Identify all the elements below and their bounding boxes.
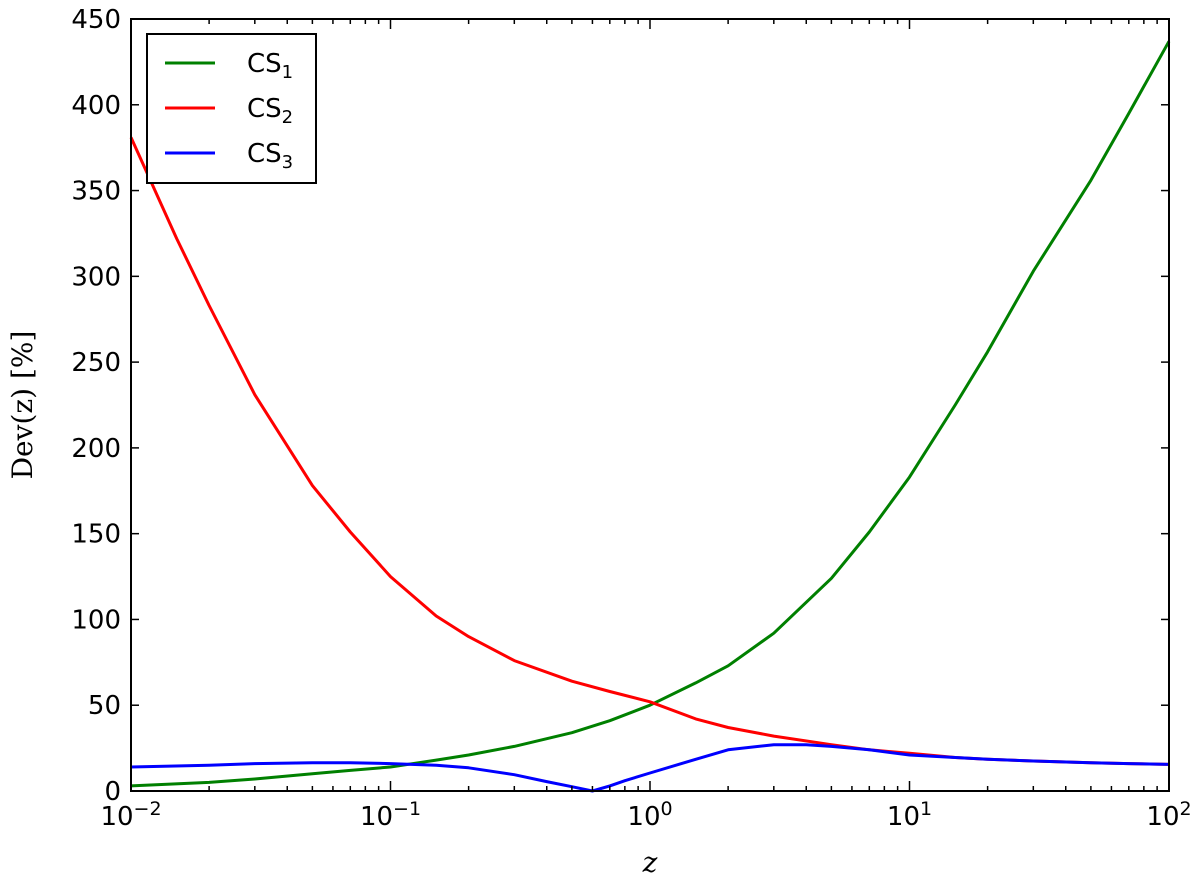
y-axis-label: Dev(z) [%] bbox=[6, 331, 39, 480]
x-tick-label: 101 bbox=[887, 798, 932, 832]
y-tick-label: 300 bbox=[71, 262, 121, 292]
series-layer bbox=[129, 40, 1171, 793]
tick-layer: 0 50 100 150 200 250 300 350 400 450 10−2 10−1 100 10… bbox=[71, 5, 1191, 832]
x-tick-label: 10−2 bbox=[100, 798, 161, 832]
y-tick-label: 150 bbox=[71, 520, 121, 550]
legend-box bbox=[146, 33, 317, 184]
y-tick-label: 200 bbox=[71, 434, 121, 464]
legend-label-cs1: CS1 bbox=[247, 49, 293, 83]
legend: CS1 CS2 CS3 bbox=[146, 33, 317, 184]
x-tick-label: 102 bbox=[1146, 798, 1191, 832]
x-tick-label: 100 bbox=[627, 798, 672, 832]
y-tick-label: 50 bbox=[88, 691, 121, 721]
y-tick-label: 0 bbox=[104, 777, 121, 807]
series-line-cs1 bbox=[130, 40, 1171, 788]
x-axis-label: z bbox=[642, 846, 658, 879]
y-tick-label: 100 bbox=[71, 605, 121, 635]
series-line-cs2 bbox=[129, 136, 1170, 766]
legend-label-cs3: CS3 bbox=[247, 139, 293, 173]
y-tick-label: 400 bbox=[71, 91, 121, 121]
y-tick-label: 250 bbox=[71, 348, 121, 378]
y-tick-label: 450 bbox=[71, 5, 121, 35]
series-line-cs3 bbox=[130, 743, 1170, 793]
legend-label-cs2: CS2 bbox=[247, 94, 293, 128]
x-tick-label: 10−1 bbox=[360, 798, 421, 832]
y-tick-label: 350 bbox=[71, 177, 121, 207]
label-layer: z Dev(z) [%] bbox=[6, 331, 658, 879]
